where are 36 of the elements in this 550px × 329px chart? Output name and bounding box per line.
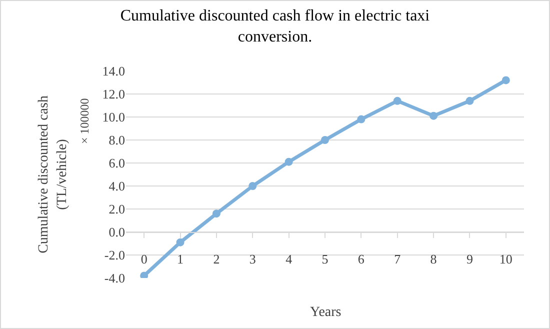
text: × 100000 [77, 98, 92, 144]
x-tick-label: 8 [430, 252, 437, 267]
x-tick-label: 1 [177, 252, 184, 267]
x-tick-label: 10 [499, 252, 512, 267]
point [502, 76, 510, 84]
point [212, 210, 220, 218]
y-axis-title: Cumulative discounted cash (TL/vehicle) [36, 96, 70, 254]
y-tick-label: 2.0 [108, 202, 125, 217]
point [248, 182, 257, 190]
point [357, 115, 366, 124]
y-tick-label: 12.0 [102, 86, 125, 102]
x-tick-label: 6 [358, 252, 365, 267]
y-tick-label: 6.0 [108, 156, 125, 171]
x-tick-label: 3 [249, 252, 256, 267]
chart-title: Cumulative discounted cash flow in electric taxi conversion. [120, 8, 430, 46]
point [466, 96, 474, 105]
x-tick-label: 9 [466, 252, 473, 267]
x-tick-label: 7 [394, 252, 402, 267]
point [393, 96, 402, 105]
x-tick-label: 5 [322, 252, 328, 267]
y-tick-label: 14.0 [102, 64, 125, 79]
y-tick-label: 8.0 [108, 132, 125, 148]
point [176, 238, 184, 246]
y-tick-label: 10.0 [102, 110, 125, 125]
point [140, 272, 148, 278]
x-tick-label: 4 [286, 252, 293, 267]
point [321, 136, 329, 144]
y-tick-label: 4.0 [108, 178, 125, 194]
x-axis-title: Years [310, 305, 342, 320]
y-tick-label: -2.0 [104, 248, 125, 263]
x-tick-label: 2 [213, 252, 220, 267]
point [430, 112, 438, 120]
y-tick-label: -4.0 [104, 270, 125, 286]
point [284, 158, 293, 166]
y-tick-label: 0.0 [108, 224, 125, 240]
x-tick-label: 0 [140, 252, 148, 267]
